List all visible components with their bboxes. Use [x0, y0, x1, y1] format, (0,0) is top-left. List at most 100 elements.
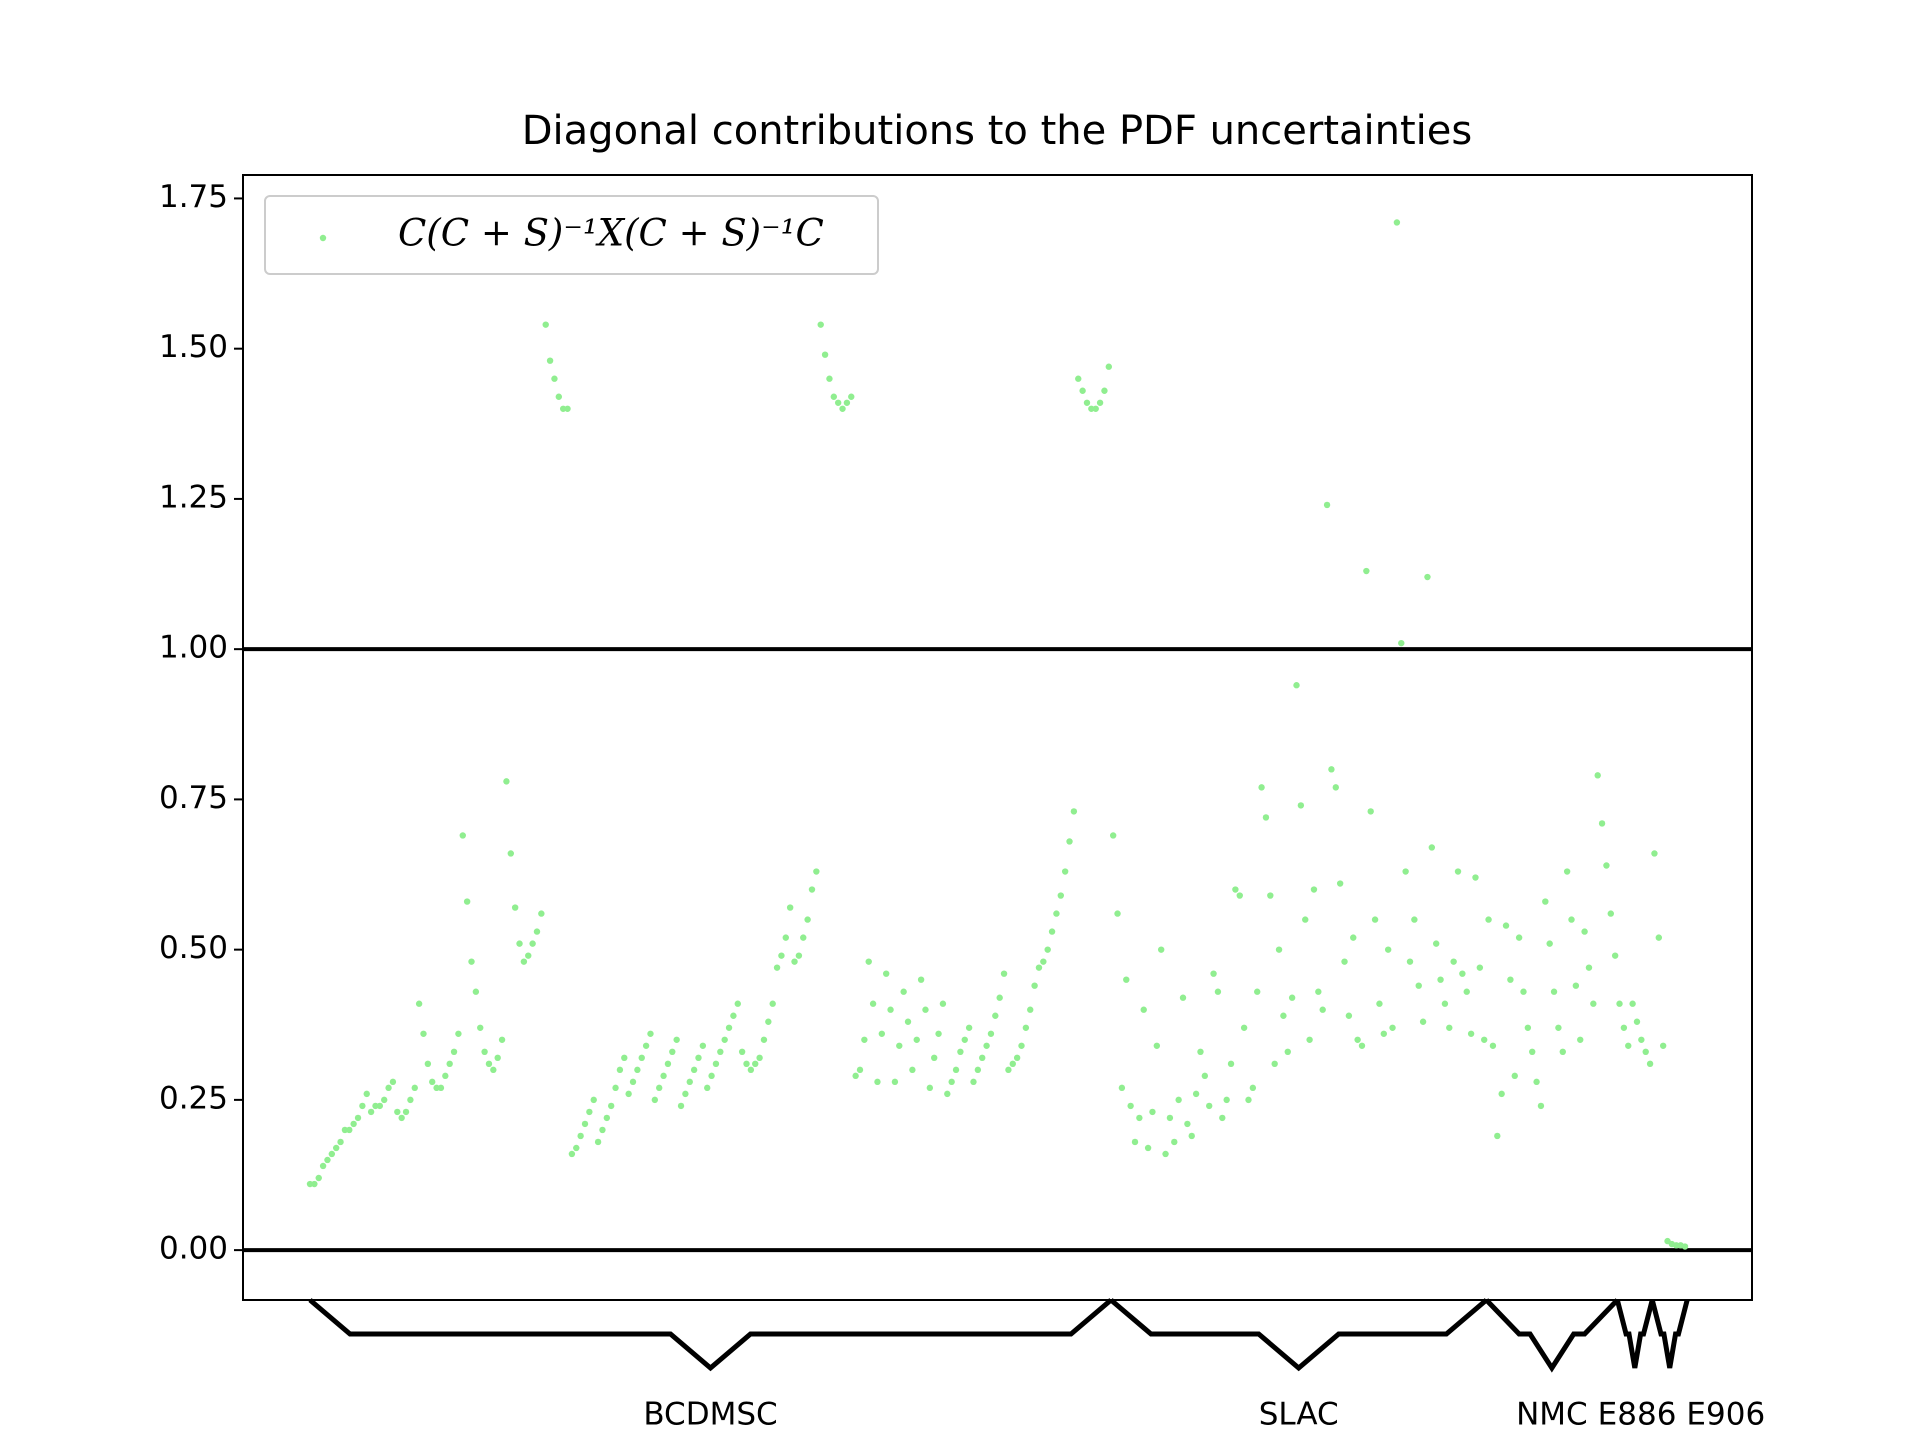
point: [1118, 1084, 1126, 1092]
point: [332, 1144, 340, 1152]
point: [455, 1030, 462, 1037]
point: [734, 1000, 741, 1007]
point: [573, 1144, 580, 1152]
point: [629, 1078, 637, 1086]
point: [1035, 964, 1043, 971]
point: [1227, 1060, 1235, 1068]
point: [900, 988, 907, 995]
point: [1577, 1036, 1584, 1043]
y-tick-label: 1.75: [159, 179, 228, 215]
point: [1507, 976, 1514, 983]
point: [1336, 880, 1344, 887]
point: [1175, 1096, 1182, 1104]
point: [1184, 1120, 1191, 1128]
point: [1114, 910, 1121, 917]
point: [690, 1066, 698, 1074]
point: [437, 1084, 445, 1092]
legend-marker: [319, 234, 327, 242]
point: [800, 934, 807, 941]
point: [1197, 1048, 1204, 1056]
point: [1568, 916, 1575, 923]
point: [533, 928, 541, 935]
point: [1070, 808, 1078, 815]
point: [1354, 1036, 1361, 1043]
point: [773, 964, 781, 971]
point: [394, 1108, 401, 1116]
point: [1280, 1012, 1287, 1019]
point: [1481, 1036, 1488, 1043]
point: [1515, 934, 1523, 941]
point: [1123, 976, 1130, 983]
point: [852, 1072, 859, 1080]
point: [1009, 1060, 1016, 1068]
point: [1529, 1048, 1536, 1056]
point: [525, 952, 532, 959]
point: [337, 1138, 344, 1146]
point: [1498, 1090, 1505, 1098]
point: [415, 1000, 423, 1007]
point: [974, 1066, 982, 1074]
point: [931, 1054, 938, 1062]
point: [1206, 1102, 1213, 1110]
point: [957, 1048, 964, 1056]
point: [1607, 910, 1614, 917]
point: [1162, 1150, 1169, 1158]
point: [660, 1072, 667, 1080]
point: [1428, 844, 1436, 851]
point: [944, 1090, 951, 1098]
point: [992, 1012, 999, 1019]
point: [1031, 982, 1038, 989]
point: [948, 1078, 955, 1086]
point: [1219, 1114, 1226, 1122]
point: [913, 1036, 920, 1043]
point: [1520, 988, 1527, 995]
point: [1105, 363, 1113, 370]
point: [817, 321, 824, 328]
point: [1590, 1000, 1597, 1007]
point: [1258, 784, 1265, 791]
point: [577, 1132, 584, 1140]
point: [743, 1060, 750, 1068]
point: [970, 1078, 977, 1086]
point: [529, 940, 536, 947]
point: [708, 1072, 715, 1080]
point: [1659, 1042, 1667, 1049]
point: [1057, 892, 1064, 899]
point: [669, 1048, 676, 1056]
point: [926, 1084, 934, 1092]
point: [367, 1108, 375, 1116]
point: [725, 1024, 733, 1031]
point: [804, 916, 811, 923]
group-label: BCDMSC: [643, 1397, 777, 1433]
point: [1061, 868, 1069, 875]
point: [1441, 1000, 1449, 1007]
point: [402, 1108, 410, 1116]
point: [1315, 988, 1322, 995]
group-label: NMC: [1516, 1397, 1588, 1433]
point: [1188, 1132, 1195, 1140]
point: [917, 976, 925, 983]
point: [712, 1060, 720, 1068]
point: [442, 1072, 449, 1080]
point: [861, 1036, 868, 1043]
point: [1101, 387, 1108, 394]
point: [1450, 958, 1457, 965]
point: [1651, 850, 1658, 857]
point: [1232, 886, 1239, 893]
point: [490, 1066, 497, 1074]
group-bracket: [308, 1298, 1113, 1372]
point: [1371, 916, 1379, 923]
point: [965, 1024, 973, 1031]
point: [1533, 1078, 1540, 1086]
plot-frame: [242, 174, 1753, 1301]
point: [1240, 1024, 1248, 1031]
point: [485, 1060, 493, 1068]
legend-label: C(C + S)⁻¹X(C + S)⁻¹C: [398, 212, 824, 255]
point: [1013, 1054, 1021, 1062]
point: [1306, 1036, 1313, 1043]
point: [869, 1000, 877, 1007]
point: [1537, 1102, 1545, 1110]
group-bracket: [1109, 1298, 1489, 1372]
point: [874, 1078, 881, 1086]
point: [1603, 862, 1610, 869]
